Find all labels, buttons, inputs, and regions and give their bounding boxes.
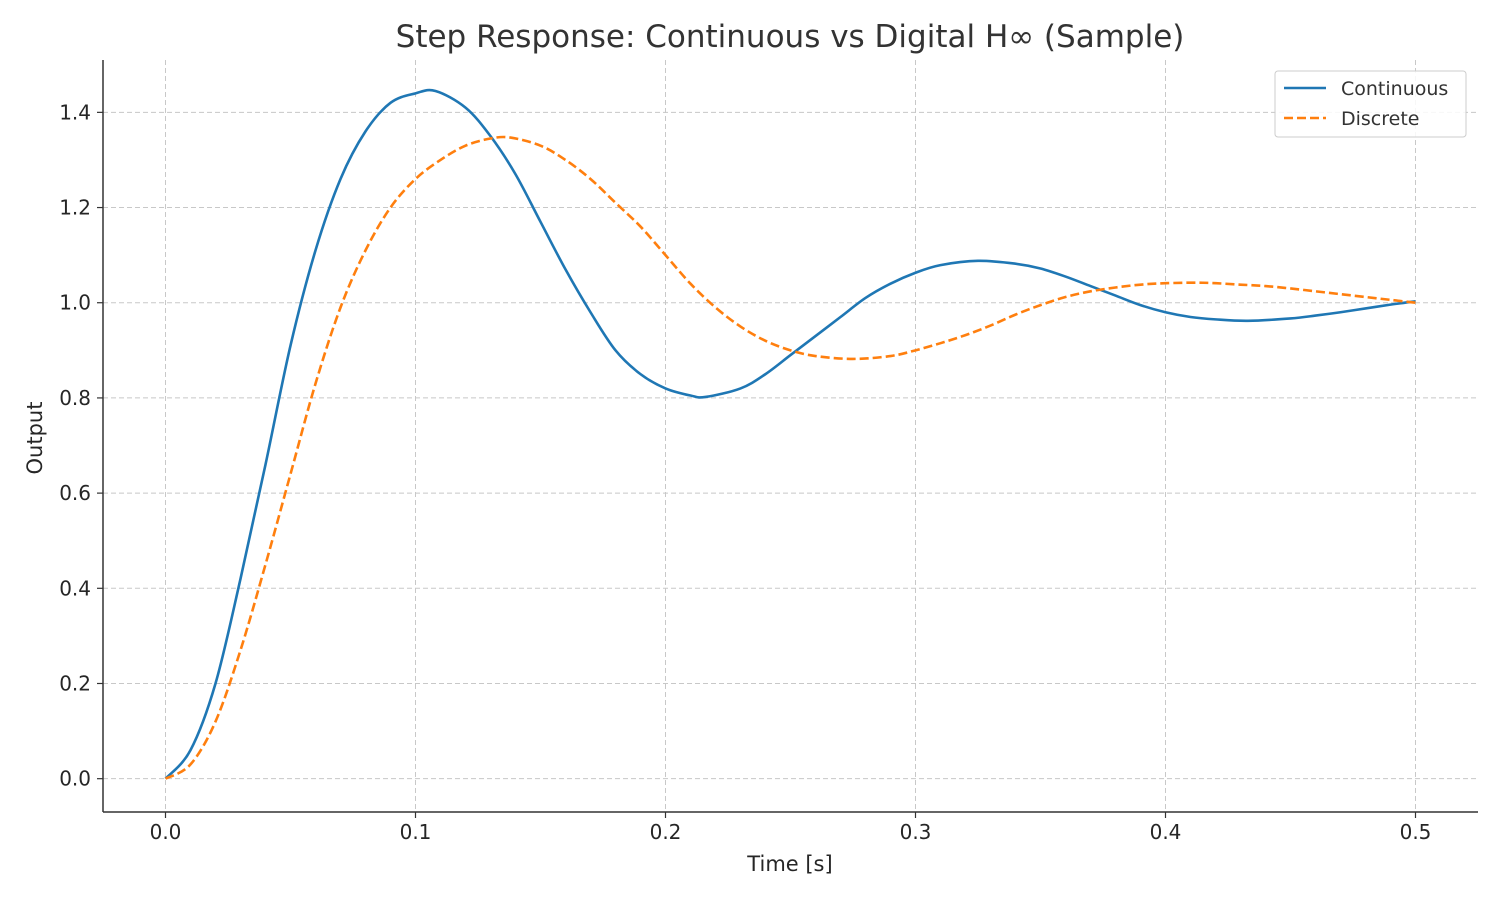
x-tick-label: 0.0 <box>150 820 182 844</box>
tick-labels: 0.0 0.1 0.2 0.3 0.4 0.5 0.0 0.2 0.4 0.6 0.8 1.0 1.2 1… <box>59 100 1431 844</box>
legend-label-continuous: Continuous <box>1341 78 1448 100</box>
chart-title: Step Response: Continuous vs Digital H∞ … <box>396 19 1185 55</box>
series-line-discrete <box>164 135 1416 780</box>
grid <box>103 60 1478 812</box>
legend-label-discrete: Discrete <box>1341 108 1419 130</box>
y-tick-label: 0.6 <box>59 481 91 505</box>
series-layer <box>164 88 1416 780</box>
y-tick-label: 0.0 <box>59 767 91 791</box>
x-axis-label: Time [s] <box>746 852 832 876</box>
y-tick-label: 0.2 <box>59 671 91 695</box>
series-line-continuous <box>164 88 1416 780</box>
x-tick-label: 0.4 <box>1150 820 1182 844</box>
x-tick-label: 0.5 <box>1400 820 1432 844</box>
y-tick-label: 1.4 <box>59 100 91 124</box>
y-axis-label: Output <box>23 402 47 475</box>
axes <box>102 60 1478 813</box>
x-tick-label: 0.2 <box>650 820 682 844</box>
x-tick-label: 0.1 <box>400 820 432 844</box>
y-tick-label: 0.8 <box>59 386 91 410</box>
y-tick-label: 0.4 <box>59 576 91 600</box>
x-tick-label: 0.3 <box>900 820 932 844</box>
legend: Continuous Discrete <box>1274 70 1467 138</box>
y-tick-label: 1.2 <box>59 196 91 220</box>
y-tick-label: 1.0 <box>59 291 91 315</box>
